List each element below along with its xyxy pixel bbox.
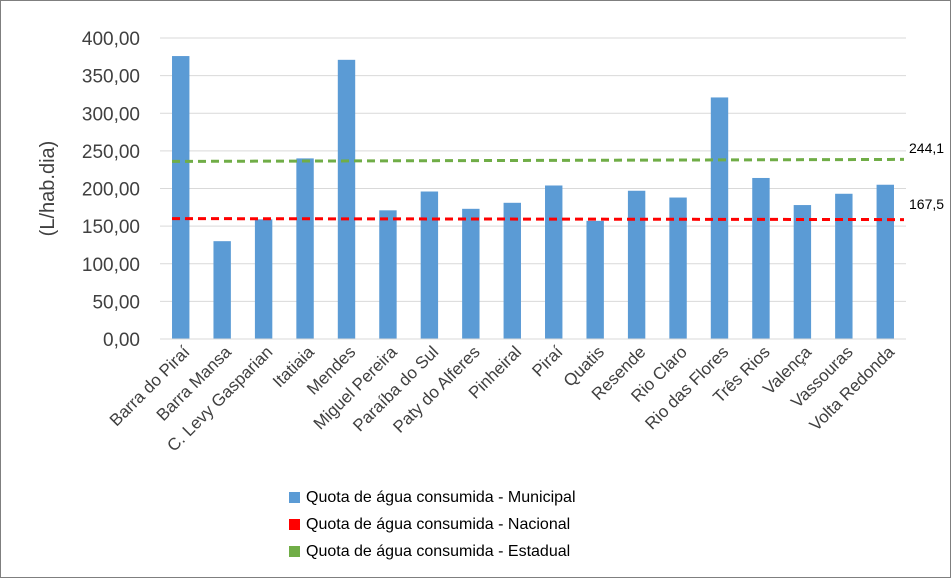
- y-tick-label: 200,00: [82, 180, 140, 201]
- bar: [420, 191, 439, 339]
- y-tick-label: 0,00: [103, 330, 140, 351]
- bar: [379, 210, 397, 339]
- legend-label-estadual: Quota de água consumida - Estadual: [306, 542, 571, 560]
- y-tick-label: 300,00: [82, 104, 140, 125]
- legend-item-nacional: Quota de água consumida - Nacional: [289, 511, 576, 538]
- bar: [627, 190, 646, 339]
- bar: [213, 241, 231, 339]
- reference-lines: 167,5 244,1: [171, 140, 944, 222]
- reference-line: [171, 217, 905, 222]
- bar: [545, 185, 563, 339]
- reference-line: [171, 157, 905, 163]
- bar: [172, 56, 190, 340]
- reference-line-label: 167,5: [909, 196, 944, 212]
- legend-label-municipal: Quota de água consumida - Municipal: [306, 488, 576, 506]
- bar: [876, 184, 894, 339]
- y-tick-label: 100,00: [82, 255, 140, 276]
- bar: [752, 177, 770, 339]
- bar: [793, 205, 812, 339]
- y-tick-label: 50,00: [92, 292, 140, 313]
- legend-swatch-estadual: [289, 546, 300, 557]
- bar: [337, 59, 356, 339]
- legend: Quota de água consumida - Municipal Quot…: [289, 484, 576, 565]
- bars: [172, 56, 894, 340]
- y-tick-label: 350,00: [82, 67, 140, 88]
- gridlines: [160, 37, 906, 302]
- y-tick-label: 400,00: [82, 29, 140, 50]
- y-tick-label: 250,00: [82, 142, 140, 163]
- y-axis-label: (L/hab.dia): [37, 141, 59, 237]
- legend-label-nacional: Quota de água consumida - Nacional: [306, 515, 571, 533]
- legend-item-estadual: Quota de água consumida - Estadual: [289, 538, 576, 565]
- bar: [254, 219, 273, 339]
- bar: [669, 197, 687, 339]
- bar: [296, 158, 314, 339]
- bar: [462, 208, 480, 339]
- bar: [503, 202, 521, 339]
- legend-item-municipal: Quota de água consumida - Municipal: [289, 484, 576, 511]
- bar: [586, 220, 604, 339]
- legend-swatch-nacional: [289, 519, 300, 530]
- y-axis-ticks: 0,00 50,00 100,00 150,00 200,00 250,00 300,00 3…: [82, 29, 140, 351]
- bar: [835, 193, 853, 339]
- y-tick-label: 150,00: [82, 217, 140, 238]
- reference-line-label: 244,1: [909, 140, 944, 156]
- legend-swatch-municipal: [289, 492, 300, 503]
